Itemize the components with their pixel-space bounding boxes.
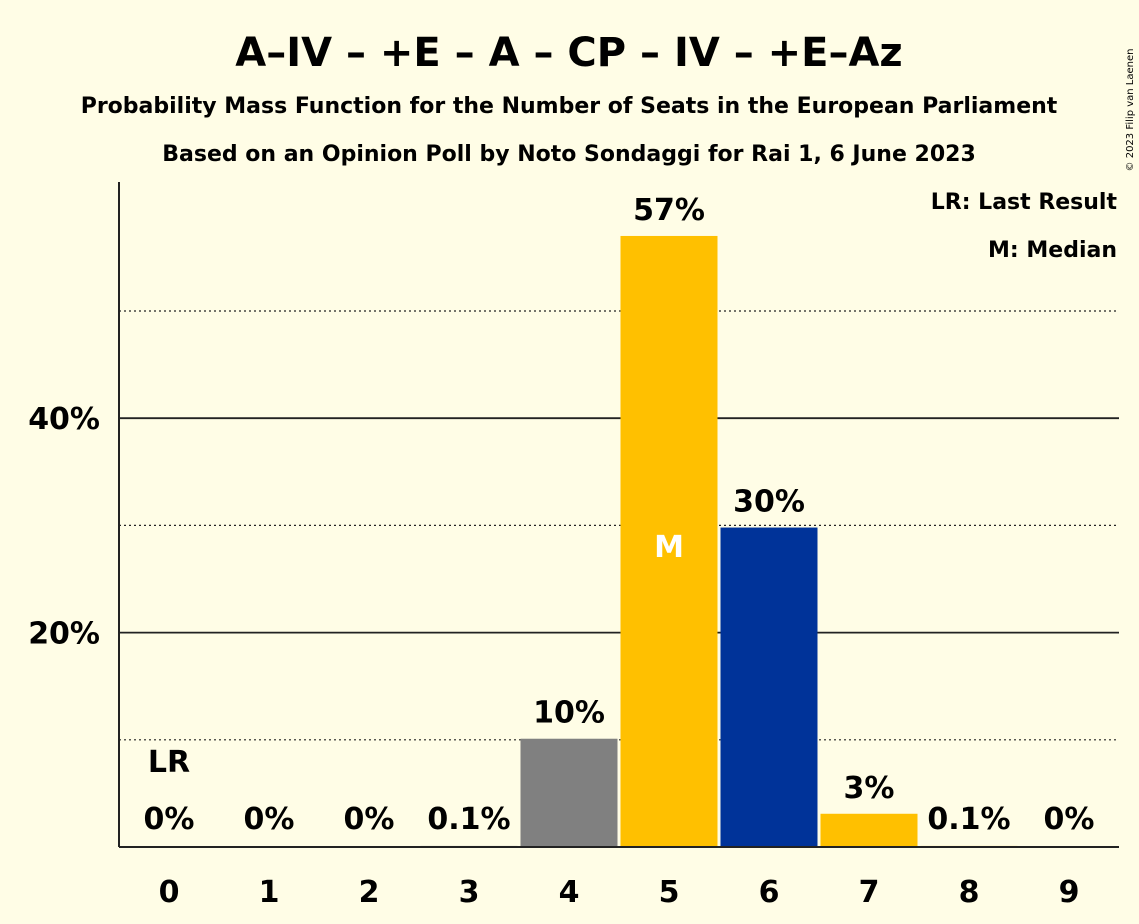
legend-last-result: LR: Last Result (931, 190, 1118, 215)
value-label: 30% (733, 485, 805, 520)
x-tick-label: 3 (459, 875, 480, 910)
bar-seat-7 (820, 813, 918, 847)
axes (118, 182, 1119, 848)
median-marker: M (654, 530, 684, 565)
value-label: 57% (633, 193, 705, 228)
label-background (339, 802, 399, 837)
chart-title: A–IV – +E – A – CP – IV – +E–Az (235, 30, 902, 76)
value-label: 10% (533, 696, 605, 731)
x-tick-label: 2 (359, 875, 380, 910)
last-result-marker: LR (148, 745, 190, 780)
chart-subtitle-2: Based on an Opinion Poll by Noto Sondagg… (162, 142, 976, 167)
copyright-note: © 2023 Filip van Laenen (1125, 49, 1136, 172)
x-tick-label: 0 (159, 875, 180, 910)
value-label: 0% (144, 802, 195, 837)
label-background (729, 484, 809, 520)
x-tick-label: 1 (259, 875, 280, 910)
label-background (139, 802, 199, 837)
bar-seat-4 (520, 738, 618, 847)
value-label: 3% (844, 771, 895, 806)
x-tick-label: 9 (1059, 875, 1080, 910)
value-label: 0.1% (927, 802, 1010, 837)
label-background (423, 802, 515, 837)
tick-labels: 20% 40% 0 1 2 3 4 5 6 7 8 9 (28, 402, 1079, 910)
gridlines (119, 310, 1119, 741)
x-tick-label: 8 (959, 875, 980, 910)
value-label: 0% (244, 802, 295, 837)
legend-median: M: Median (988, 238, 1117, 263)
label-background (529, 695, 609, 731)
chart-subtitle: Probability Mass Function for the Number… (81, 94, 1058, 119)
y-tick-label: 20% (28, 617, 100, 652)
x-tick-label: 6 (759, 875, 780, 910)
x-tick-label: 5 (659, 875, 680, 910)
bars (420, 235, 1018, 847)
value-labels: 0% LR 0% 0% 0.1% 10% 57% M 30% 3% 0.1% 0% (139, 192, 1099, 837)
label-background (239, 802, 299, 837)
value-label: 0% (1044, 802, 1095, 837)
label-background (143, 745, 195, 780)
bar-seat-5 (620, 235, 718, 847)
label-background (629, 192, 709, 228)
label-background (923, 802, 1015, 837)
x-tick-label: 7 (859, 875, 880, 910)
value-label: 0% (344, 802, 395, 837)
x-tick-label: 4 (559, 875, 580, 910)
y-tick-label: 40% (28, 402, 100, 437)
label-background (839, 770, 899, 806)
bar-seat-6 (720, 527, 818, 847)
label-background (1039, 802, 1099, 837)
value-label: 0.1% (427, 802, 510, 837)
